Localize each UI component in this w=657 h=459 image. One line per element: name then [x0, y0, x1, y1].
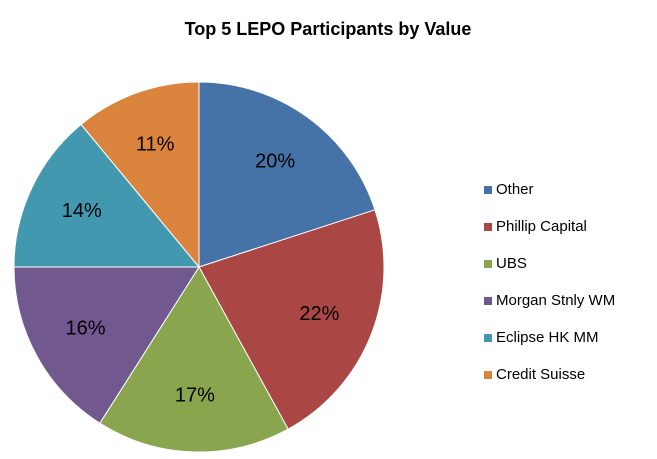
legend-label: Morgan Stnly WM	[496, 292, 615, 309]
legend-label: Phillip Capital	[496, 218, 587, 235]
data-label: 17%	[175, 385, 215, 407]
data-label: 22%	[299, 303, 339, 325]
legend-swatch	[484, 260, 492, 268]
pie-slice	[198, 81, 376, 268]
legend-swatch	[484, 334, 492, 342]
pie-slice	[99, 266, 289, 453]
data-label: 16%	[66, 318, 106, 340]
pie-slice	[198, 209, 385, 430]
legend-label: Other	[496, 181, 534, 198]
data-label: 14%	[62, 200, 102, 222]
legend-swatch	[484, 186, 492, 194]
data-label: 20%	[255, 151, 295, 173]
pie-slice	[13, 266, 200, 424]
pie-slice	[80, 81, 200, 269]
legend-label: Credit Suisse	[496, 366, 585, 383]
legend-label: Eclipse HK MM	[496, 329, 599, 346]
legend-label: UBS	[496, 255, 527, 272]
pie-slice	[13, 123, 201, 268]
legend-swatch	[484, 371, 492, 379]
legend-swatch	[484, 223, 492, 231]
legend-swatch	[484, 297, 492, 305]
chart-title: Top 5 LEPO Participants by Value	[185, 19, 472, 39]
data-label: 11%	[136, 133, 175, 155]
